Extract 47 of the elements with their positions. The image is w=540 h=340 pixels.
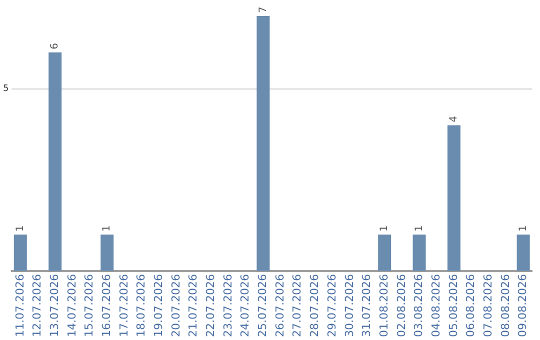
x-tick-label: 06.08.2026 [464,274,478,338]
x-tick-label: 22.07.2026 [204,274,218,338]
bar [447,125,460,272]
x-tick-label: 19.07.2026 [152,274,165,338]
x-tick-label: 31.07.2026 [360,274,374,338]
x-tick-label: 05.08.2026 [446,274,460,338]
bar [100,234,114,272]
bar [412,234,426,272]
data-label: 4 [448,116,460,122]
x-tick-label: 20.07.2026 [169,274,182,338]
x-tick-label: 27.07.2026 [290,274,304,338]
bar [256,16,270,272]
x-tick-label: 11.07.2026 [13,274,26,338]
x-tick-label: 21.07.2026 [186,274,200,338]
x-tick-label: 16.07.2026 [100,274,113,338]
bar [48,52,62,272]
data-label: 1 [379,225,390,232]
x-tick-label: 09.08.2026 [516,274,530,338]
x-tick-label: 28.07.2026 [308,274,322,338]
x-tick-label: 13.07.2026 [48,274,61,338]
x-tick-label: 01.08.2026 [377,274,390,338]
bar [378,234,392,272]
x-tick-label: 30.07.2026 [342,274,356,338]
x-tick-label: 07.08.2026 [482,274,495,338]
x-tick-label: 18.07.2026 [134,274,148,338]
x-tick-label: 08.08.2026 [498,274,512,338]
data-label: 1 [102,225,113,232]
x-tick-label: 12.07.2026 [30,274,44,338]
x-tick-label: 23.07.2026 [221,274,234,338]
data-label: 1 [518,225,529,232]
data-label: 7 [258,6,269,13]
data-label: 1 [414,225,425,232]
x-tick-label: 04.08.2026 [429,274,442,338]
x-tick-label: 14.07.2026 [65,274,78,338]
x-tick-label: 25.07.2026 [256,274,270,338]
y-tick-label: 5 [2,84,9,94]
x-tick-label: 02.08.2026 [394,274,408,338]
data-label: 1 [14,225,26,232]
x-tick-label: 17.07.2026 [117,274,130,338]
bar [14,234,27,272]
x-tick-label: 26.07.2026 [273,274,286,338]
x-tick-label: 29.07.2026 [325,274,338,338]
data-label: 6 [50,43,61,50]
bar [516,234,530,272]
x-tick-label: 03.08.2026 [412,274,426,338]
x-tick-label: 24.07.2026 [238,274,252,338]
x-tick-label: 15.07.2026 [82,274,96,338]
